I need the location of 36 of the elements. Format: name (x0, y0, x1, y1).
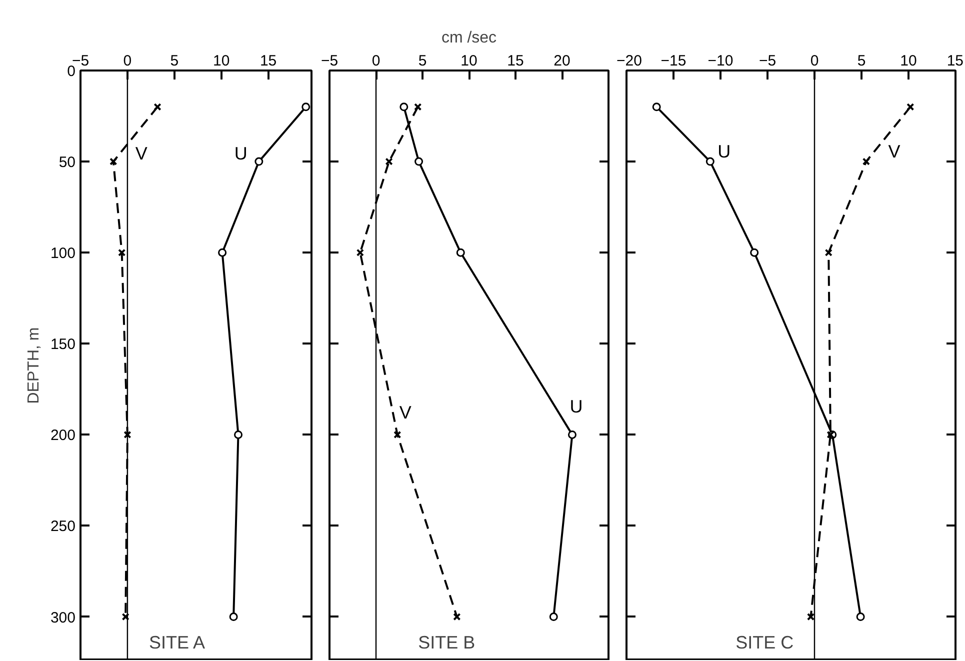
y-tick-label: 300 (50, 609, 76, 626)
y-tick-label: 0 (67, 63, 76, 80)
x-tick-label: 5 (418, 52, 427, 70)
series-label: V (399, 402, 412, 423)
x-tick-label: 10 (900, 52, 917, 70)
x-tick-label: −20 (616, 52, 642, 70)
x-tick-label: 10 (460, 52, 478, 70)
x-tick-label: −5 (320, 52, 338, 70)
x-tick-label: 0 (810, 52, 819, 70)
x-tick-label: 0 (123, 52, 132, 70)
series-label: V (135, 144, 148, 164)
x-tick-label: 15 (507, 52, 524, 70)
y-tick-label: 50 (58, 154, 76, 172)
x-tick-label: 5 (170, 52, 179, 70)
series-label: V (888, 142, 900, 162)
x-tick-label: 10 (213, 52, 230, 70)
annotation: SITE B (418, 632, 476, 652)
series-label: U (570, 396, 583, 417)
y-axis-title: DEPTH, m (25, 327, 42, 404)
x-tick-label: −15 (660, 52, 686, 70)
x-tick-label: 5 (857, 52, 866, 70)
series-label: U (234, 144, 248, 164)
y-tick-label: 200 (50, 427, 76, 444)
x-tick-label: 0 (372, 52, 380, 70)
x-tick-label: 20 (554, 52, 570, 70)
series-label: U (718, 142, 731, 162)
x-tick-label: −5 (758, 52, 776, 70)
y-tick-label: 100 (50, 245, 76, 262)
annotation: SITE C (736, 632, 794, 652)
annotation: SITE A (149, 632, 206, 652)
y-tick-label: 250 (50, 518, 76, 536)
x-tick-label: 15 (260, 52, 277, 70)
y-tick-label: 150 (50, 336, 76, 354)
x-tick-label: 15 (946, 52, 964, 70)
x-axis-title: cm /sec (441, 30, 497, 46)
x-tick-label: −10 (708, 52, 734, 70)
